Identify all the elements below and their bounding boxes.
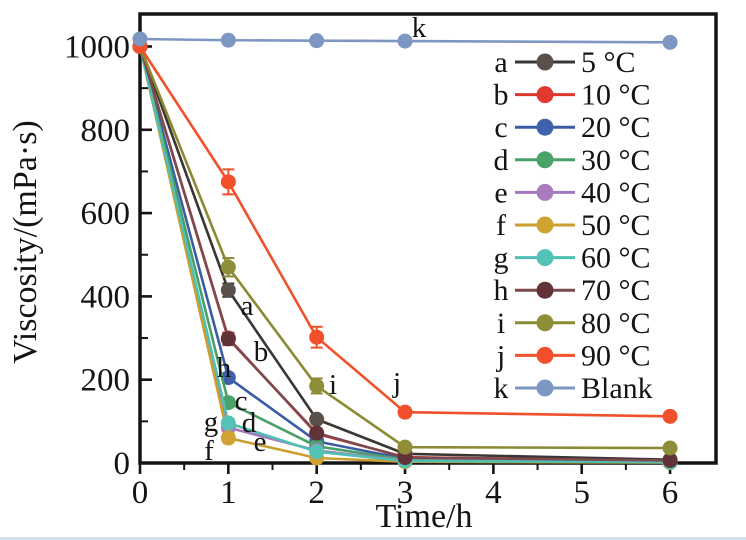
legend-letter-f: f xyxy=(496,209,506,242)
series-point-f-1h xyxy=(220,430,236,446)
y-tick-label: 1000 xyxy=(64,29,130,65)
curve-label-b: b xyxy=(254,336,269,368)
series-point-j-6h xyxy=(662,408,678,424)
legend-marker-c xyxy=(536,118,554,136)
legend-label-i: 80 °C xyxy=(581,307,651,340)
legend-marker-f xyxy=(536,216,554,234)
legend-marker-g xyxy=(536,249,554,267)
legend-label-f: 50 °C xyxy=(581,209,651,242)
legend-marker-b xyxy=(536,86,554,104)
bottom-strip xyxy=(0,537,746,540)
y-axis-title: Viscosity/(mPa·s) xyxy=(7,120,44,364)
series-point-j-2h xyxy=(309,329,325,345)
series-point-j-1h xyxy=(220,174,236,190)
legend-marker-a xyxy=(536,53,554,71)
x-tick-label: 6 xyxy=(662,475,679,511)
x-tick-label: 2 xyxy=(308,475,325,511)
series-point-i-2h xyxy=(309,378,325,394)
legend-letter-i: i xyxy=(497,307,505,340)
curve-label-c: c xyxy=(235,385,248,417)
curve-label-d: d xyxy=(242,407,257,439)
legend-marker-e xyxy=(536,183,554,201)
legend-label-j: 90 °C xyxy=(581,339,651,372)
series-point-k-0h xyxy=(132,31,148,47)
legend-label-c: 20 °C xyxy=(581,111,651,144)
series-point-h-6h xyxy=(662,453,678,469)
series-point-g-1h xyxy=(220,415,236,431)
x-tick-label: 0 xyxy=(132,475,149,511)
series-point-k-3h xyxy=(397,33,413,49)
legend-label-b: 10 °C xyxy=(581,79,651,112)
x-axis-title: Time/h xyxy=(375,498,472,535)
curve-label-h: h xyxy=(217,352,232,384)
legend-letter-j: j xyxy=(496,339,505,372)
legend-letter-e: e xyxy=(494,176,507,209)
series-point-k-6h xyxy=(662,34,678,50)
legend-letter-c: c xyxy=(494,111,507,144)
series-point-c-1h xyxy=(220,370,236,386)
series-point-h-1h xyxy=(220,331,236,347)
legend-label-h: 70 °C xyxy=(581,274,651,307)
legend-letter-g: g xyxy=(494,242,509,275)
legend-label-e: 40 °C xyxy=(581,176,651,209)
curve-label-k: k xyxy=(412,12,427,44)
series-point-k-1h xyxy=(220,32,236,48)
legend-marker-k xyxy=(536,379,554,397)
legend-marker-j xyxy=(536,346,554,364)
curve-label-f: f xyxy=(204,435,214,467)
legend-letter-b: b xyxy=(494,79,509,112)
series-point-j-3h xyxy=(397,404,413,420)
x-tick-label: 4 xyxy=(485,475,502,511)
series-point-h-2h xyxy=(309,425,325,441)
legend-letter-d: d xyxy=(494,144,509,177)
series-point-h-3h xyxy=(397,450,413,466)
y-tick-label: 800 xyxy=(81,113,131,149)
curve-label-g: g xyxy=(204,406,219,438)
y-tick-label: 600 xyxy=(81,196,131,232)
series-point-i-1h xyxy=(220,259,236,275)
legend-label-d: 30 °C xyxy=(581,144,651,177)
legend-letter-h: h xyxy=(494,274,509,307)
x-tick-label: 3 xyxy=(397,475,414,511)
series-point-g-2h xyxy=(309,444,325,460)
series-point-i-3h xyxy=(397,439,413,455)
series-point-k-2h xyxy=(309,33,325,49)
legend-marker-i xyxy=(536,314,554,332)
legend-label-k: Blank xyxy=(581,372,653,405)
legend-marker-h xyxy=(536,281,554,299)
legend-letter-k: k xyxy=(494,372,509,405)
series-point-i-6h xyxy=(662,440,678,456)
legend-letter-a: a xyxy=(494,46,507,79)
legend-label-a: 5 °C xyxy=(581,46,636,79)
series-point-a-1h xyxy=(220,282,236,298)
y-tick-label: 0 xyxy=(114,446,131,482)
y-tick-label: 400 xyxy=(81,279,131,315)
x-tick-label: 5 xyxy=(573,475,590,511)
curve-label-a: a xyxy=(241,290,254,322)
legend-label-g: 60 °C xyxy=(581,242,651,275)
x-tick-label: 1 xyxy=(220,475,237,511)
series-point-a-2h xyxy=(309,411,325,427)
curve-label-e: e xyxy=(254,426,267,458)
curve-label-j: j xyxy=(392,367,401,399)
curve-label-i: i xyxy=(329,369,337,401)
legend-marker-d xyxy=(536,151,554,169)
y-tick-label: 200 xyxy=(81,363,131,399)
